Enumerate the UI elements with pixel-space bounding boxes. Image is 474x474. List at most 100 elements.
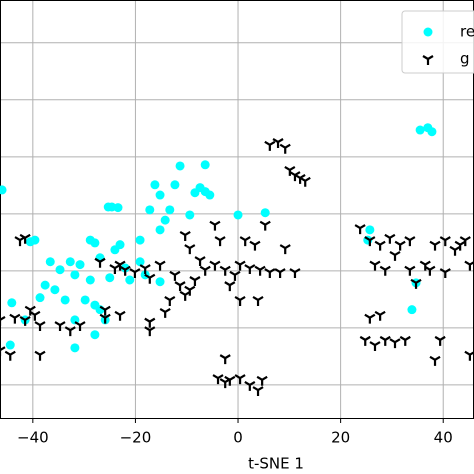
point <box>29 310 41 321</box>
point <box>244 264 256 275</box>
point <box>214 236 226 247</box>
point <box>190 188 200 198</box>
point <box>260 208 270 218</box>
point <box>174 281 186 292</box>
point <box>219 265 231 276</box>
point <box>464 260 474 271</box>
point <box>249 240 261 251</box>
point <box>75 260 85 270</box>
point <box>0 346 6 357</box>
point <box>99 305 111 316</box>
point <box>234 296 246 306</box>
point <box>50 285 60 295</box>
point <box>19 315 31 326</box>
point <box>54 321 66 332</box>
point <box>170 180 180 190</box>
point <box>364 313 376 324</box>
x-tick-label: 0 <box>233 429 243 447</box>
point <box>114 310 126 321</box>
point <box>34 350 46 361</box>
point <box>410 278 422 289</box>
point <box>365 225 375 235</box>
point <box>389 338 401 349</box>
point <box>119 265 131 276</box>
point <box>184 285 196 296</box>
point <box>219 354 231 365</box>
point <box>427 127 437 137</box>
point <box>99 313 111 324</box>
point <box>205 190 215 200</box>
point <box>439 236 451 247</box>
point <box>389 250 401 261</box>
point <box>164 296 176 306</box>
point <box>90 330 100 340</box>
point <box>439 268 451 279</box>
point <box>189 276 201 286</box>
point <box>179 290 191 301</box>
point <box>374 310 386 321</box>
point <box>429 240 441 251</box>
point <box>7 298 17 308</box>
point <box>219 378 231 389</box>
point <box>254 265 266 276</box>
point <box>155 277 165 287</box>
point <box>129 268 141 279</box>
legend-label: g <box>460 50 470 68</box>
point <box>289 268 301 279</box>
point <box>374 240 386 251</box>
point <box>233 210 243 220</box>
x-tick-label: −20 <box>120 429 152 447</box>
point <box>40 280 50 290</box>
point <box>244 380 256 391</box>
point <box>135 235 145 245</box>
point <box>415 125 425 135</box>
point <box>259 220 271 231</box>
point <box>85 275 95 285</box>
point <box>0 315 6 326</box>
point <box>135 257 145 267</box>
point <box>184 244 196 255</box>
point <box>194 256 206 267</box>
x-tick-label: 40 <box>434 429 453 447</box>
point <box>110 245 120 255</box>
point <box>379 265 391 276</box>
point <box>25 237 35 247</box>
point <box>4 350 16 361</box>
point <box>272 138 284 148</box>
legend-box <box>401 10 474 74</box>
point <box>424 265 436 276</box>
point <box>5 340 15 350</box>
point <box>120 263 130 273</box>
point <box>429 355 441 366</box>
point <box>145 205 155 215</box>
point <box>239 236 251 247</box>
point <box>113 203 123 213</box>
point <box>34 321 46 332</box>
x-tick-label: 20 <box>331 429 350 447</box>
point <box>224 281 236 292</box>
point <box>256 375 268 386</box>
point <box>234 374 246 385</box>
x-axis-label: t-SNE 1 <box>248 455 304 473</box>
point <box>394 240 406 251</box>
point <box>139 264 151 275</box>
point <box>160 215 170 225</box>
point <box>144 273 156 284</box>
point <box>369 341 381 352</box>
point <box>74 321 86 332</box>
point <box>179 231 191 241</box>
point <box>64 326 76 337</box>
point <box>70 343 80 353</box>
point <box>384 233 396 244</box>
point <box>379 335 391 346</box>
point <box>159 307 171 318</box>
point <box>0 185 7 195</box>
point <box>24 305 36 316</box>
point <box>125 275 135 285</box>
point <box>185 210 195 220</box>
point <box>35 293 45 303</box>
point <box>70 270 80 280</box>
point <box>209 260 221 271</box>
point <box>274 268 286 279</box>
